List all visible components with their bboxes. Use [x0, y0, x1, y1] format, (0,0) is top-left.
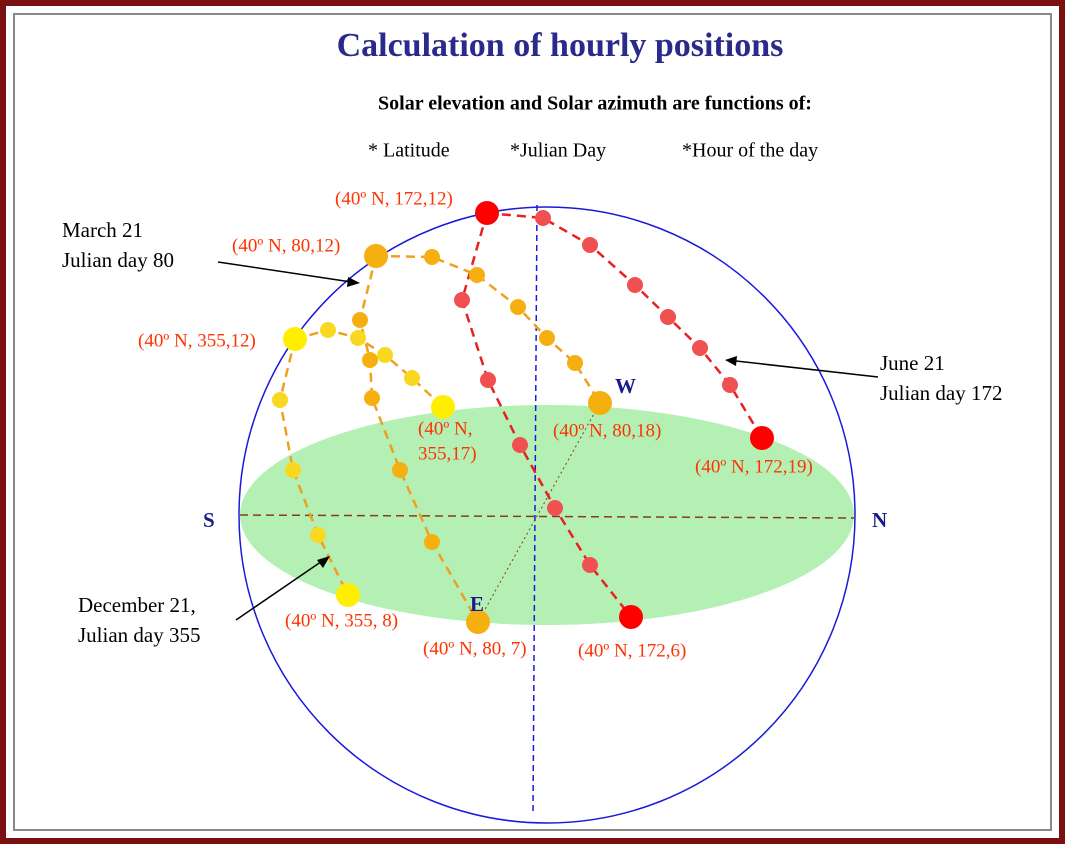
- compass: N: [872, 508, 887, 532]
- factor: * Latitude: [368, 140, 450, 162]
- arrow: [726, 359, 879, 378]
- annotation: Julian day 172: [880, 381, 1002, 405]
- point-label: (40º N, 80,12): [232, 235, 340, 256]
- arrowhead: [725, 356, 737, 366]
- compass: S: [203, 508, 215, 532]
- arrow: [235, 556, 329, 621]
- sun-position: [454, 292, 470, 308]
- sun-position: [377, 347, 393, 363]
- sun-position: [272, 392, 288, 408]
- sun-position: [285, 462, 301, 478]
- sun-position: [619, 605, 643, 629]
- annotation: June 21: [880, 351, 945, 375]
- point-label: (40º N, 80,18): [553, 420, 661, 441]
- annotation: Julian day 355: [78, 623, 200, 647]
- sun-position: [336, 583, 360, 607]
- south-north-line: [239, 514, 856, 519]
- compass: W: [615, 374, 636, 398]
- sun-position: [582, 557, 598, 573]
- annotation: March 21: [62, 218, 143, 242]
- sun-position: [364, 244, 388, 268]
- sun-position: [567, 355, 583, 371]
- horizon-plane: [240, 405, 854, 625]
- point-label: (40º N, 172,6): [578, 640, 686, 661]
- sun-position: [750, 426, 774, 450]
- sun-position: [392, 462, 408, 478]
- point-label: 355,17): [418, 443, 477, 464]
- sun-position: [424, 249, 440, 265]
- east-west-line: [477, 402, 601, 623]
- sun-position: [362, 352, 378, 368]
- sun-position: [350, 330, 366, 346]
- sun-position: [352, 312, 368, 328]
- sun-position: [404, 370, 420, 386]
- arrow: [217, 261, 359, 284]
- title: Calculation of hourly positions: [337, 27, 784, 64]
- annotation: Julian day 80: [62, 248, 174, 272]
- factor: *Julian Day: [510, 140, 606, 162]
- compass: E: [470, 592, 484, 616]
- sun-position: [660, 309, 676, 325]
- sun-position: [469, 267, 485, 283]
- annotation: December 21,: [78, 593, 196, 617]
- sun-position: [535, 210, 551, 226]
- sun-position: [722, 377, 738, 393]
- path: [278, 338, 350, 596]
- sun-position: [310, 527, 326, 543]
- point-label: (40º N, 172,19): [695, 456, 813, 477]
- point-label: (40º N, 172,12): [335, 188, 453, 209]
- subtitle: Solar elevation and Solar azimuth are fu…: [378, 93, 812, 115]
- sun-position: [480, 372, 496, 388]
- sun-position: [512, 437, 528, 453]
- sun-position: [466, 610, 490, 634]
- sun-position: [320, 322, 336, 338]
- sky-sphere: [238, 206, 856, 824]
- point-label: (40º N, 355, 8): [285, 610, 398, 631]
- inner-frame: [13, 13, 1052, 831]
- sun-position: [475, 201, 499, 225]
- sun-position: [547, 500, 563, 516]
- sun-position: [582, 237, 598, 253]
- point-label: (40º N, 80, 7): [423, 638, 527, 659]
- sun-position: [431, 395, 455, 419]
- sun-position: [692, 340, 708, 356]
- meridian: [532, 204, 538, 813]
- sun-position: [424, 534, 440, 550]
- point-label: (40º N,: [418, 418, 472, 439]
- arrowhead: [317, 556, 330, 568]
- point-label: (40º N, 355,12): [138, 330, 256, 351]
- sun-position: [539, 330, 555, 346]
- arrowhead: [347, 277, 360, 287]
- factor: *Hour of the day: [682, 140, 818, 162]
- sun-position: [364, 390, 380, 406]
- sun-position: [510, 299, 526, 315]
- sun-position: [283, 327, 307, 351]
- sun-position: [588, 391, 612, 415]
- sun-position: [627, 277, 643, 293]
